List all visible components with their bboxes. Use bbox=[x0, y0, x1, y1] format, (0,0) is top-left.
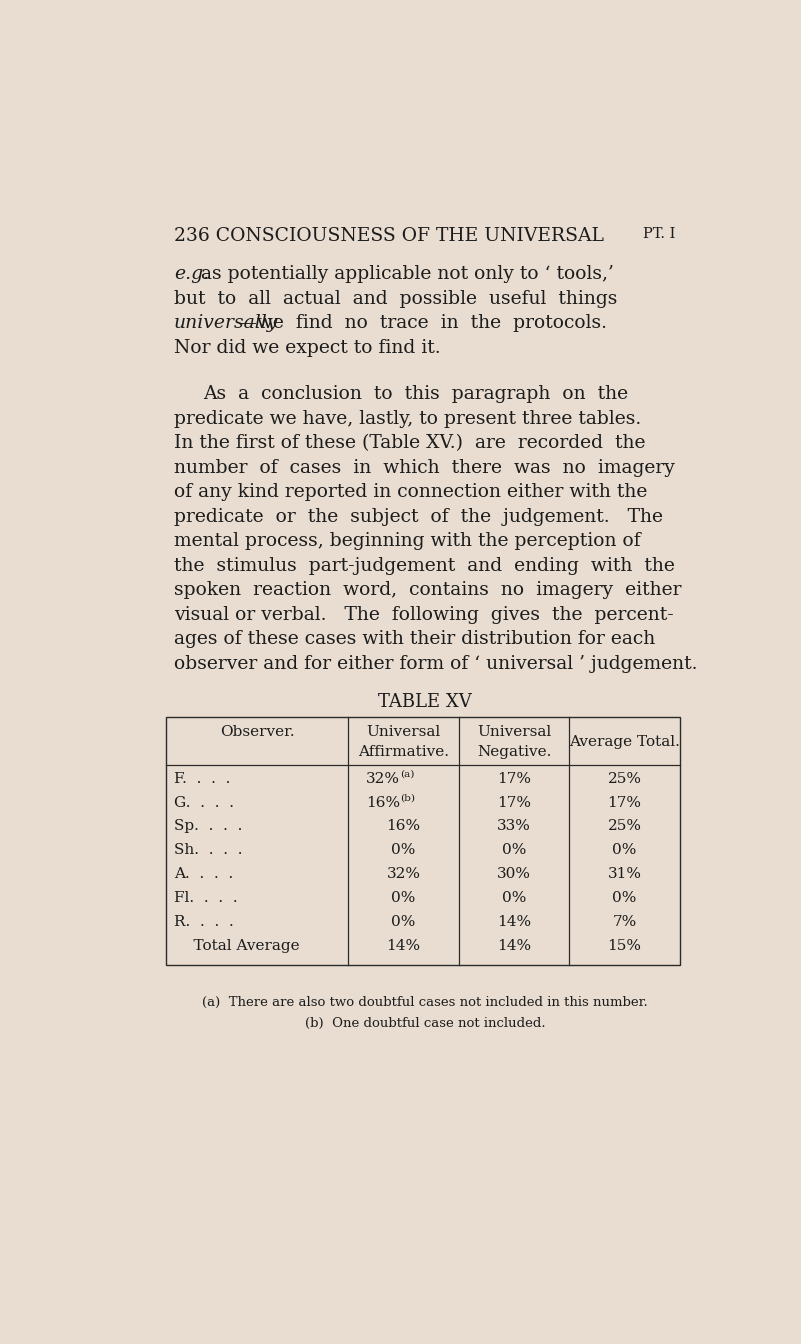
Text: but  to  all  actual  and  possible  useful  things: but to all actual and possible useful th… bbox=[174, 290, 617, 308]
Text: 14%: 14% bbox=[387, 938, 421, 953]
Text: spoken  reaction  word,  contains  no  imagery  either: spoken reaction word, contains no imager… bbox=[174, 581, 681, 599]
Text: as potentially applicable not only to ‘ tools,’: as potentially applicable not only to ‘ … bbox=[195, 265, 614, 284]
Bar bbox=[166, 716, 680, 965]
Text: Universal: Universal bbox=[477, 724, 551, 739]
Text: 31%: 31% bbox=[608, 867, 642, 882]
Text: 0%: 0% bbox=[613, 891, 637, 905]
Text: As  a  conclusion  to  this  paragraph  on  the: As a conclusion to this paragraph on the bbox=[203, 386, 628, 403]
Text: mental process, beginning with the perception of: mental process, beginning with the perce… bbox=[174, 532, 640, 550]
Text: TABLE XV: TABLE XV bbox=[378, 692, 472, 711]
Text: of any kind reported in connection either with the: of any kind reported in connection eithe… bbox=[174, 482, 647, 501]
Text: 236 CONSCIOUSNESS OF THE UNIVERSAL: 236 CONSCIOUSNESS OF THE UNIVERSAL bbox=[174, 227, 604, 245]
Text: 0%: 0% bbox=[392, 891, 416, 905]
Text: 16%: 16% bbox=[387, 820, 421, 833]
Text: Fl.  .  .  .: Fl. . . . bbox=[174, 891, 237, 905]
Text: Average Total.: Average Total. bbox=[570, 735, 680, 749]
Text: universally: universally bbox=[174, 314, 278, 332]
Text: Observer.: Observer. bbox=[220, 724, 295, 739]
Text: 25%: 25% bbox=[608, 820, 642, 833]
Text: 33%: 33% bbox=[497, 820, 531, 833]
Text: 17%: 17% bbox=[497, 771, 531, 786]
Text: In the first of these (Table XV.)  are  recorded  the: In the first of these (Table XV.) are re… bbox=[174, 434, 646, 452]
Text: visual or verbal.   The  following  gives  the  percent-: visual or verbal. The following gives th… bbox=[174, 606, 674, 624]
Text: Affirmative.: Affirmative. bbox=[358, 745, 449, 759]
Text: e.g.: e.g. bbox=[174, 265, 209, 284]
Text: 17%: 17% bbox=[608, 796, 642, 809]
Text: 17%: 17% bbox=[497, 796, 531, 809]
Text: 25%: 25% bbox=[608, 771, 642, 786]
Text: observer and for either form of ‘ universal ’ judgement.: observer and for either form of ‘ univer… bbox=[174, 655, 697, 672]
Text: Negative.: Negative. bbox=[477, 745, 551, 759]
Text: Sh.  .  .  .: Sh. . . . bbox=[174, 843, 242, 857]
Text: Universal: Universal bbox=[367, 724, 441, 739]
Text: Nor did we expect to find it.: Nor did we expect to find it. bbox=[174, 339, 441, 356]
Text: Total Average: Total Average bbox=[174, 938, 300, 953]
Text: (a)  There are also two doubtful cases not included in this number.: (a) There are also two doubtful cases no… bbox=[202, 996, 648, 1009]
Text: 30%: 30% bbox=[497, 867, 531, 882]
Text: predicate  or  the  subject  of  the  judgement.   The: predicate or the subject of the judgemen… bbox=[174, 508, 662, 526]
Text: F.  .  .  .: F. . . . bbox=[174, 771, 230, 786]
Text: 14%: 14% bbox=[497, 915, 531, 929]
Text: (a): (a) bbox=[400, 769, 415, 778]
Text: 15%: 15% bbox=[608, 938, 642, 953]
Text: 0%: 0% bbox=[392, 843, 416, 857]
Text: PT. I: PT. I bbox=[642, 227, 675, 241]
Text: 16%: 16% bbox=[365, 796, 400, 809]
Text: number  of  cases  in  which  there  was  no  imagery: number of cases in which there was no im… bbox=[174, 458, 674, 477]
Text: 0%: 0% bbox=[502, 843, 526, 857]
Text: predicate we have, lastly, to present three tables.: predicate we have, lastly, to present th… bbox=[174, 410, 641, 427]
Text: 0%: 0% bbox=[502, 891, 526, 905]
Text: R.  .  .  .: R. . . . bbox=[174, 915, 234, 929]
Text: 14%: 14% bbox=[497, 938, 531, 953]
Text: 0%: 0% bbox=[392, 915, 416, 929]
Text: G.  .  .  .: G. . . . bbox=[174, 796, 234, 809]
Text: 32%: 32% bbox=[366, 771, 400, 786]
Text: 32%: 32% bbox=[387, 867, 421, 882]
Text: (b): (b) bbox=[400, 793, 416, 802]
Text: —we  find  no  trace  in  the  protocols.: —we find no trace in the protocols. bbox=[238, 314, 607, 332]
Text: (b)  One doubtful case not included.: (b) One doubtful case not included. bbox=[304, 1017, 545, 1031]
Text: 0%: 0% bbox=[613, 843, 637, 857]
Text: Sp.  .  .  .: Sp. . . . bbox=[174, 820, 242, 833]
Text: the  stimulus  part-judgement  and  ending  with  the: the stimulus part-judgement and ending w… bbox=[174, 556, 674, 575]
Text: 7%: 7% bbox=[613, 915, 637, 929]
Text: A.  .  .  .: A. . . . bbox=[174, 867, 233, 882]
Text: ages of these cases with their distribution for each: ages of these cases with their distribut… bbox=[174, 630, 655, 648]
